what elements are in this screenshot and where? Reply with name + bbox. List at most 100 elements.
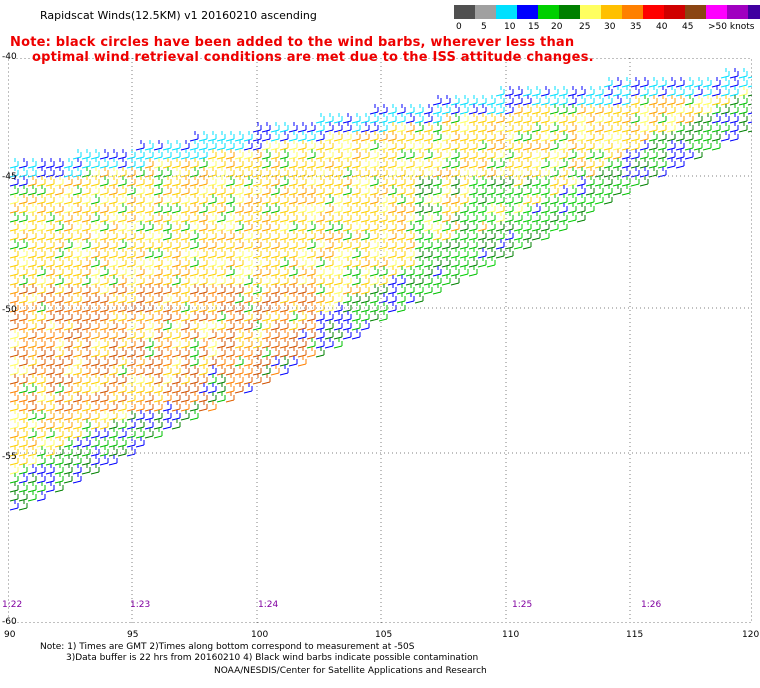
wind-barb (405, 248, 415, 259)
wind-barb (531, 176, 541, 187)
wind-barb (243, 194, 253, 205)
wind-barb (162, 167, 172, 178)
wind-barb (360, 239, 370, 250)
wind-barb (378, 302, 388, 313)
wind-barb (216, 230, 226, 241)
wind-barb (153, 311, 163, 322)
wind-barb (135, 437, 145, 448)
wind-barb (414, 122, 424, 133)
wind-barb (531, 221, 541, 232)
wind-barb (423, 230, 433, 241)
wind-barb (324, 320, 334, 331)
wind-barb (207, 176, 217, 187)
wind-barb (486, 140, 496, 151)
wind-barb (144, 311, 154, 322)
wind-barb (207, 347, 217, 358)
wind-barb (468, 230, 478, 241)
wind-barb (306, 302, 316, 313)
time-label: 1:25 (512, 600, 533, 610)
wind-barb (288, 140, 298, 151)
wind-barb (243, 302, 253, 313)
wind-barb (459, 203, 469, 214)
wind-barb (540, 230, 550, 241)
wind-barb (603, 95, 613, 106)
wind-barb (486, 203, 496, 214)
wind-barb (369, 239, 379, 250)
wind-barb (441, 176, 451, 187)
wind-barb (288, 122, 298, 133)
wind-barb (549, 131, 559, 142)
wind-barb (279, 365, 289, 376)
wind-barb (432, 185, 442, 196)
wind-barb (261, 239, 271, 250)
wind-barb (351, 113, 361, 124)
wind-barb (459, 149, 469, 160)
wind-barb (387, 293, 397, 304)
wind-barb (513, 230, 523, 241)
wind-barb (279, 311, 289, 322)
wind-barb (171, 338, 181, 349)
wind-barb (711, 140, 721, 151)
wind-barb (9, 212, 19, 223)
wind-barb (450, 167, 460, 178)
wind-barb (702, 113, 712, 124)
wind-barb (9, 446, 19, 457)
wind-barb (234, 320, 244, 331)
wind-barb (72, 374, 82, 385)
wind-barb (45, 320, 55, 331)
wind-barb (108, 347, 118, 358)
wind-barb (81, 302, 91, 313)
wind-barb (693, 77, 703, 88)
wind-barb (207, 203, 217, 214)
wind-barb (261, 131, 271, 142)
wind-barb (261, 257, 271, 268)
wind-barb (180, 194, 190, 205)
wind-barb (45, 392, 55, 403)
wind-barb (297, 149, 307, 160)
wind-barb (234, 356, 244, 367)
wind-barb (198, 320, 208, 331)
wind-barb (117, 194, 127, 205)
wind-barb (576, 104, 586, 115)
wind-barb (126, 347, 136, 358)
wind-barb (432, 221, 442, 232)
wind-barb (153, 320, 163, 331)
wind-barb (405, 203, 415, 214)
wind-barb (108, 284, 118, 295)
wind-barb (504, 230, 514, 241)
wind-barb (54, 284, 64, 295)
wind-barb (423, 194, 433, 205)
wind-barb (234, 221, 244, 232)
colorbar-label: 30 (604, 22, 616, 32)
wind-barb (432, 284, 442, 295)
wind-barb (450, 230, 460, 241)
wind-barb (171, 140, 181, 151)
wind-barb (54, 356, 64, 367)
wind-barb (333, 158, 343, 169)
contamination-note-line1: Note: black circles have been added to t… (10, 35, 575, 50)
wind-barb (369, 122, 379, 133)
wind-barb (90, 239, 100, 250)
wind-barb (603, 122, 613, 133)
wind-barb (144, 257, 154, 268)
wind-barb (225, 248, 235, 259)
wind-barb (216, 149, 226, 160)
wind-barb (81, 410, 91, 421)
wind-barb (351, 230, 361, 241)
wind-barb (72, 230, 82, 241)
wind-barb (54, 257, 64, 268)
wind-barb (99, 266, 109, 277)
wind-barb (360, 311, 370, 322)
wind-barb (459, 104, 469, 115)
wind-barb (27, 392, 37, 403)
wind-barb (72, 149, 82, 160)
wind-barb (522, 221, 532, 232)
wind-barb (63, 464, 73, 475)
wind-barb (108, 239, 118, 250)
wind-barb (594, 86, 604, 97)
wind-barb (27, 383, 37, 394)
wind-barb (18, 491, 28, 502)
wind-barb (162, 347, 172, 358)
wind-barb (306, 167, 316, 178)
wind-barb (45, 383, 55, 394)
